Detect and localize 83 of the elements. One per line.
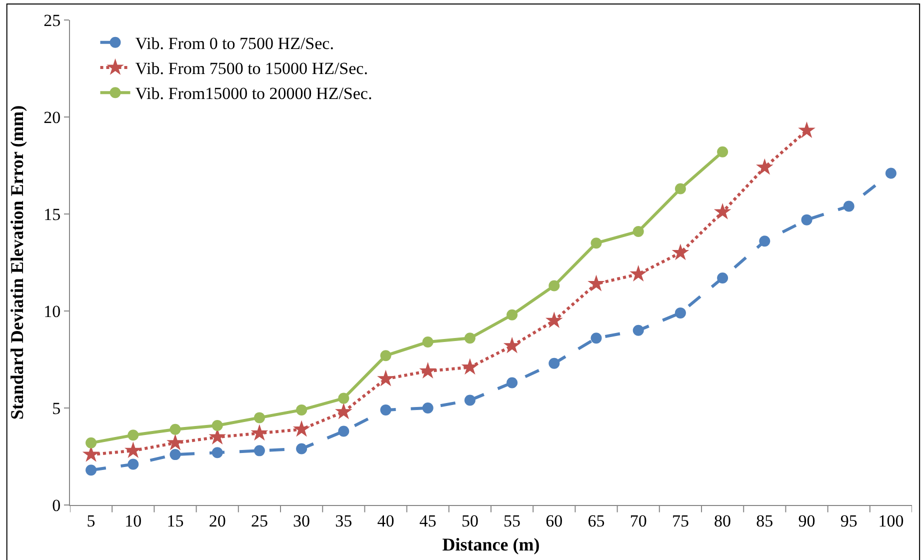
point — [296, 443, 308, 454]
point — [464, 394, 476, 406]
point — [254, 445, 265, 456]
x-tick-label: 15 — [166, 511, 184, 530]
point — [128, 458, 139, 470]
x-tick-label: 30 — [293, 511, 310, 530]
y-tick-label: 20 — [44, 108, 61, 127]
point — [717, 146, 728, 158]
point — [632, 226, 644, 237]
point — [292, 420, 310, 437]
point — [461, 358, 479, 375]
point — [377, 370, 394, 386]
point — [546, 312, 563, 328]
point — [714, 202, 732, 220]
point — [212, 420, 223, 431]
point — [843, 200, 854, 212]
x-tick-label: 35 — [335, 511, 352, 530]
legend-label: Vib. From15000 to 20000 HZ/Sec. — [135, 84, 372, 104]
x-tick-label: 95 — [840, 511, 858, 530]
x-tick-label: 70 — [630, 511, 647, 530]
x-tick-label: 10 — [124, 511, 142, 530]
point — [86, 437, 97, 448]
point — [422, 336, 434, 348]
point — [672, 244, 690, 260]
x-tick-label: 20 — [208, 511, 226, 530]
x-tick-label: 50 — [461, 511, 478, 530]
y-tick-label: 10 — [44, 302, 61, 321]
x-tick-label: 75 — [672, 511, 689, 530]
point — [170, 449, 181, 460]
point — [756, 158, 774, 175]
point — [717, 272, 728, 284]
x-tick-label: 90 — [798, 511, 816, 530]
point — [590, 332, 602, 344]
point — [380, 404, 392, 416]
point — [590, 238, 602, 249]
legend-label: Vib. From 0 to 7500 HZ/Sec. — [135, 34, 334, 54]
point — [630, 265, 647, 282]
point — [86, 464, 97, 476]
point — [128, 430, 139, 441]
point — [335, 402, 352, 420]
x-tick-label: 60 — [546, 511, 563, 530]
point — [419, 362, 436, 378]
point — [588, 274, 605, 292]
point — [674, 183, 686, 194]
point — [124, 442, 142, 458]
point — [380, 350, 392, 362]
point — [548, 280, 560, 292]
point — [632, 324, 644, 336]
point — [798, 121, 816, 138]
point — [801, 214, 812, 226]
point — [296, 404, 308, 416]
point — [759, 236, 770, 247]
x-axis-title: Distance (m) — [442, 534, 540, 554]
x-tick-label: 85 — [756, 511, 774, 530]
point — [250, 424, 268, 441]
point — [422, 402, 434, 414]
point — [254, 412, 265, 424]
point — [506, 309, 518, 320]
x-tick-label: 5 — [86, 511, 96, 530]
x-tick-label: 100 — [878, 511, 904, 530]
point — [338, 426, 350, 437]
x-tick-label: 65 — [588, 511, 605, 530]
point — [548, 358, 560, 369]
point — [503, 336, 521, 354]
y-tick-label: 5 — [52, 398, 61, 418]
y-tick-label: 25 — [44, 10, 61, 30]
y-axis-title: Standard Deviatin Elevation Error (mm) — [6, 105, 27, 420]
x-tick-label: 55 — [504, 511, 521, 530]
y-tick-label: 15 — [44, 204, 61, 224]
x-tick-label: 25 — [250, 511, 268, 530]
point — [464, 332, 476, 344]
point — [166, 434, 184, 450]
point — [170, 424, 181, 435]
point — [885, 168, 896, 179]
point — [212, 447, 223, 458]
x-tick-label: 80 — [714, 511, 732, 530]
point — [506, 377, 518, 388]
y-tick-label: 0 — [52, 496, 61, 515]
point — [338, 392, 350, 404]
legend-label: Vib. From 7500 to 15000 HZ/Sec. — [135, 59, 368, 78]
point — [674, 307, 686, 318]
x-tick-label: 40 — [377, 511, 394, 530]
x-tick-label: 45 — [419, 511, 436, 530]
